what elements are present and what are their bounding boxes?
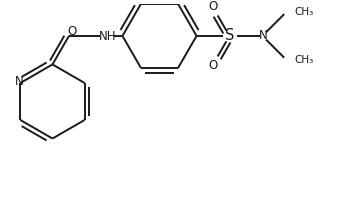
Text: O: O (67, 25, 76, 38)
Text: S: S (225, 28, 234, 43)
Text: CH₃: CH₃ (295, 55, 314, 65)
Text: N: N (15, 76, 24, 88)
Text: O: O (208, 0, 217, 13)
Text: NH: NH (99, 30, 117, 43)
Text: O: O (208, 59, 217, 72)
Text: CH₃: CH₃ (295, 7, 314, 17)
Text: N: N (259, 29, 268, 42)
